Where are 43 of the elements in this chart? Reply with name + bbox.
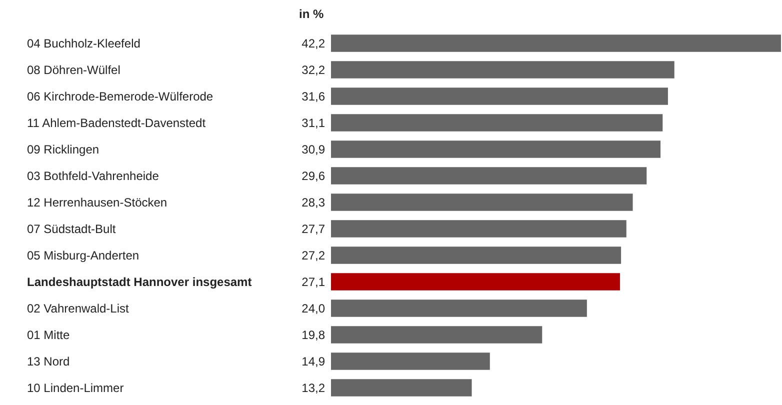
- bar: [331, 140, 660, 158]
- data-label: 27,2: [302, 248, 326, 262]
- bar: [331, 273, 620, 290]
- data-label: 29,6: [302, 168, 326, 183]
- y-tick-label: 05 Misburg-Anderten: [27, 248, 140, 262]
- data-label: 14,9: [302, 354, 326, 368]
- bar: [331, 246, 622, 264]
- bar: [331, 220, 626, 238]
- y-tick-label: 09 Ricklingen: [27, 142, 100, 156]
- data-label: 24,0: [302, 301, 326, 316]
- y-tick-label: 13 Nord: [27, 354, 70, 368]
- data-label: 32,2: [302, 62, 326, 77]
- y-tick-label: 11 Ahlem-Badenstedt-Davenstedt: [27, 116, 206, 130]
- y-tick-label: 07 Südstadt-Bult: [27, 222, 116, 236]
- data-label: 28,3: [302, 195, 326, 210]
- y-tick-label: 04 Buchholz-Kleefeld: [27, 36, 140, 50]
- y-tick-label: 02 Vahrenwald-List: [27, 301, 130, 316]
- y-tick-label: Landeshauptstadt Hannover insgesamt: [27, 274, 252, 289]
- data-label: 30,9: [302, 142, 326, 156]
- y-tick-label: 06 Kirchrode-Bemerode-Wülferode: [27, 89, 214, 104]
- data-label: 27,7: [302, 222, 326, 236]
- y-tick-label: 12 Herrenhausen-Stöcken: [27, 195, 168, 210]
- y-tick-label: 10 Linden-Limmer: [27, 380, 124, 395]
- bar: [331, 379, 472, 396]
- x-axis-title: in %: [299, 7, 324, 21]
- bar: [331, 34, 781, 52]
- data-label: 19,8: [302, 328, 326, 342]
- data-label: 31,1: [302, 116, 326, 130]
- bar: [331, 352, 490, 370]
- data-label: 13,2: [302, 380, 326, 395]
- data-label: 31,6: [302, 89, 326, 104]
- data-label: 27,1: [302, 274, 326, 289]
- y-tick-label: 01 Mitte: [27, 328, 70, 342]
- bar: [331, 326, 542, 344]
- bar: [331, 167, 647, 184]
- data-label: 42,2: [302, 36, 326, 50]
- y-tick-label: 08 Döhren-Wülfel: [27, 62, 120, 77]
- bar: [331, 194, 633, 211]
- bar: [331, 88, 668, 105]
- y-tick-label: 03 Bothfeld-Vahrenheide: [27, 168, 160, 183]
- bar: [331, 61, 674, 78]
- bar: [331, 300, 587, 317]
- bar: [331, 114, 663, 132]
